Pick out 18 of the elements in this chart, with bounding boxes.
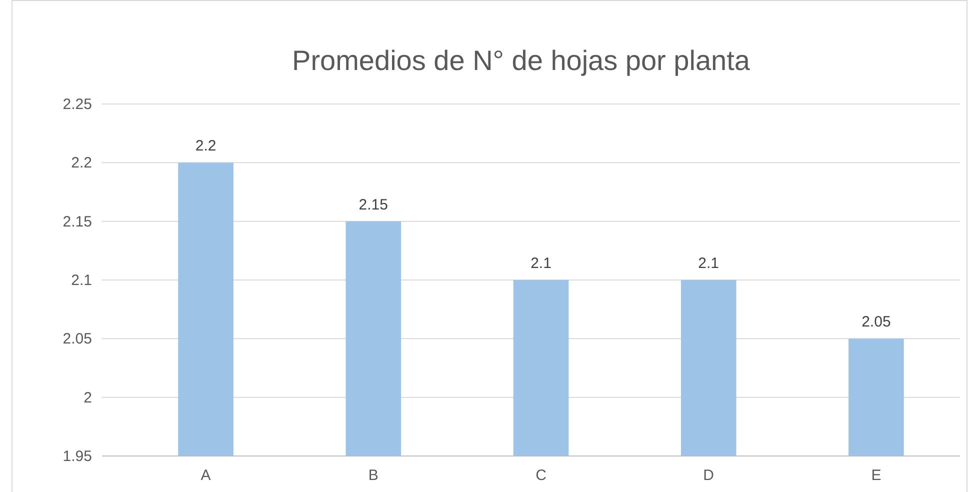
y-tick-label: 1.95 [62,448,92,465]
data-label: 2.1 [530,255,552,272]
y-tick-label: 2.05 [62,330,92,348]
data-label: 2.1 [698,255,720,272]
y-tick-label: 2.2 [71,154,92,172]
y-tick-label: 2.25 [62,96,92,113]
data-label: 2.05 [862,314,891,331]
x-tick-label: E [871,467,882,484]
y-tick-label: 2 [84,389,92,406]
chart-title: Promedios de N° de hojas por planta [292,45,750,76]
data-label: 2.15 [358,196,388,214]
y-tick-label: 2.1 [71,272,92,289]
x-tick-label: B [368,467,378,484]
x-tick-label: A [200,467,211,484]
x-tick-label: D [703,467,714,484]
x-tick-label: C [536,467,547,484]
data-label: 2.2 [195,138,216,155]
y-tick-label: 2.15 [62,213,92,230]
